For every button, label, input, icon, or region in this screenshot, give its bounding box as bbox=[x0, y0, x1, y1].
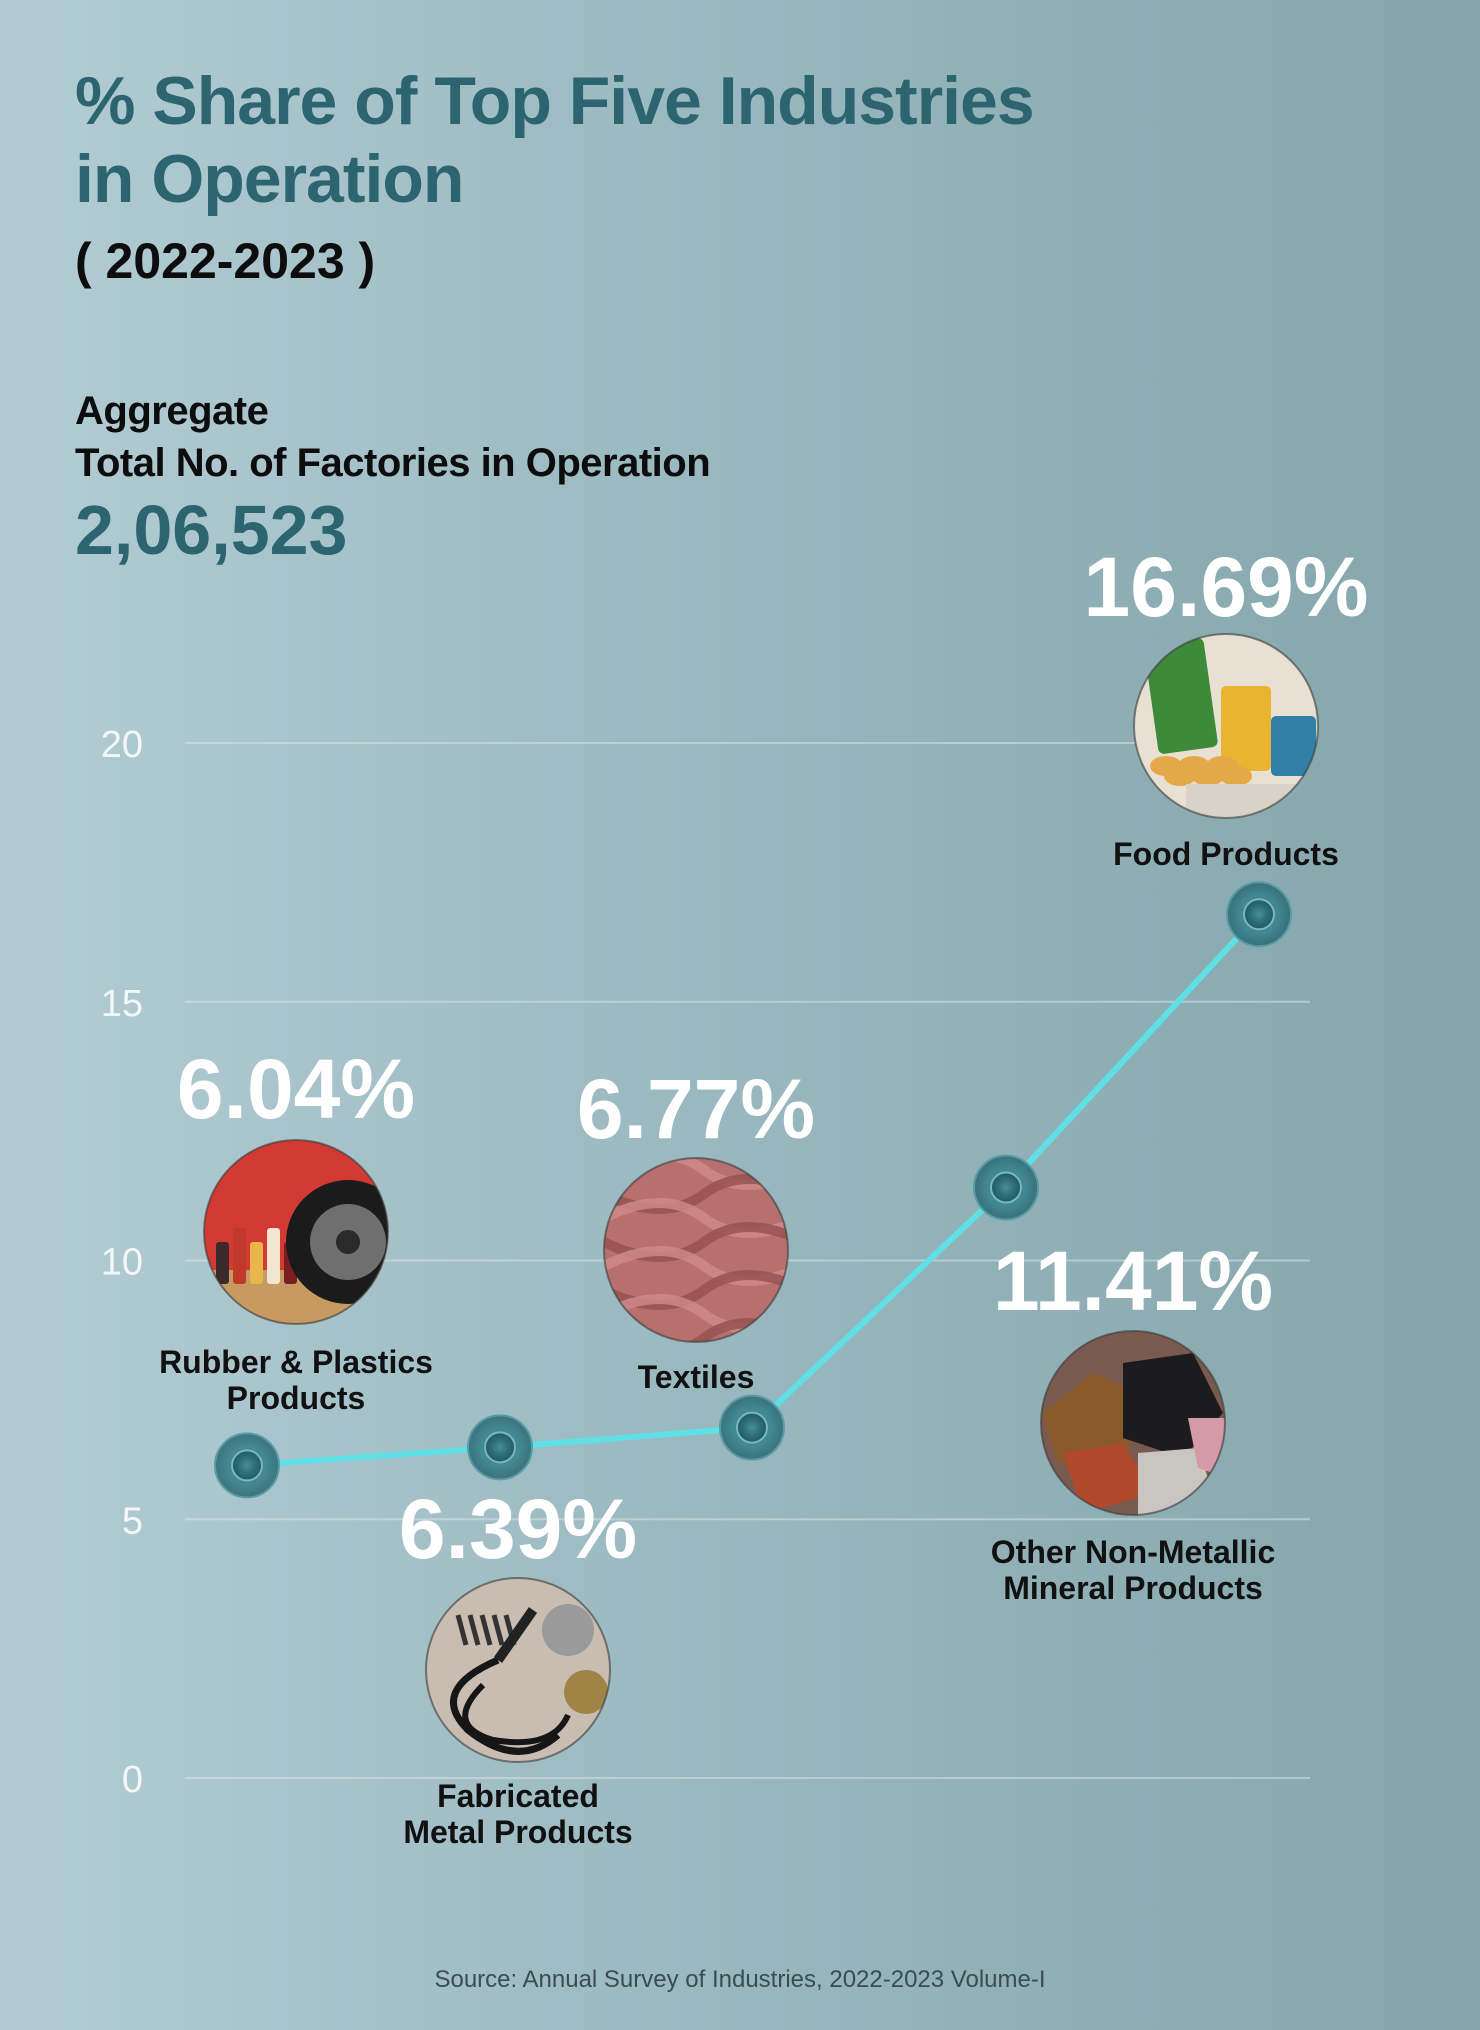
markers bbox=[214, 881, 1292, 1499]
aggregate-value: 2,06,523 bbox=[75, 491, 348, 569]
pink-fabric-image bbox=[603, 1157, 789, 1343]
mineral-rocks-image bbox=[1040, 1330, 1226, 1516]
aggregate-label-line-1: Aggregate bbox=[75, 389, 269, 433]
page-title: % Share of Top Five Industries in Operat… bbox=[75, 62, 1035, 218]
value-label: 6.77% bbox=[577, 1062, 815, 1156]
category-label: Textiles bbox=[638, 1359, 755, 1395]
data-point-marker bbox=[214, 1432, 280, 1499]
category-label: Other Non-Metallic Mineral Products bbox=[991, 1534, 1275, 1606]
data-point-marker bbox=[1226, 881, 1292, 948]
y-tick-label: 0 bbox=[122, 1759, 143, 1801]
chips-and-snack-packets-image bbox=[1133, 633, 1319, 819]
data-point-marker bbox=[467, 1414, 533, 1481]
year-range: ( 2022-2023 ) bbox=[75, 233, 376, 289]
category-label: Fabricated Metal Products bbox=[403, 1778, 632, 1850]
y-tick-label: 5 bbox=[122, 1500, 143, 1542]
category-label: Rubber & Plastics Products bbox=[159, 1344, 433, 1416]
aggregate-label-line-2: Total No. of Factories in Operation bbox=[75, 441, 711, 485]
y-tick-label: 20 bbox=[101, 724, 143, 766]
cosmetic-bottles-and-tyre-image bbox=[203, 1139, 389, 1325]
industry-images bbox=[203, 633, 1319, 1763]
title-line-2: in Operation bbox=[75, 141, 464, 217]
source-note: Source: Annual Survey of Industries, 202… bbox=[434, 1966, 1046, 1993]
y-axis: 0 5 10 15 20 bbox=[101, 724, 143, 1801]
value-label: 6.04% bbox=[177, 1042, 415, 1136]
aggregate-label: Aggregate Total No. of Factories in Oper… bbox=[75, 385, 711, 489]
category-label: Food Products bbox=[1113, 836, 1339, 872]
soldering-iron-and-metal-tools-image bbox=[425, 1577, 611, 1763]
y-tick-label: 10 bbox=[101, 1242, 143, 1284]
value-label: 11.41% bbox=[993, 1234, 1273, 1328]
data-point-marker bbox=[973, 1154, 1039, 1221]
labels: 6.04% Rubber & Plastics Products 6.39% Fabri… bbox=[159, 540, 1368, 1850]
title-line-1: % Share of Top Five Industries bbox=[75, 63, 1035, 139]
value-label: 16.69% bbox=[1084, 540, 1369, 634]
value-label: 6.39% bbox=[399, 1482, 637, 1576]
data-point-marker bbox=[719, 1394, 785, 1461]
y-tick-label: 15 bbox=[101, 983, 143, 1025]
